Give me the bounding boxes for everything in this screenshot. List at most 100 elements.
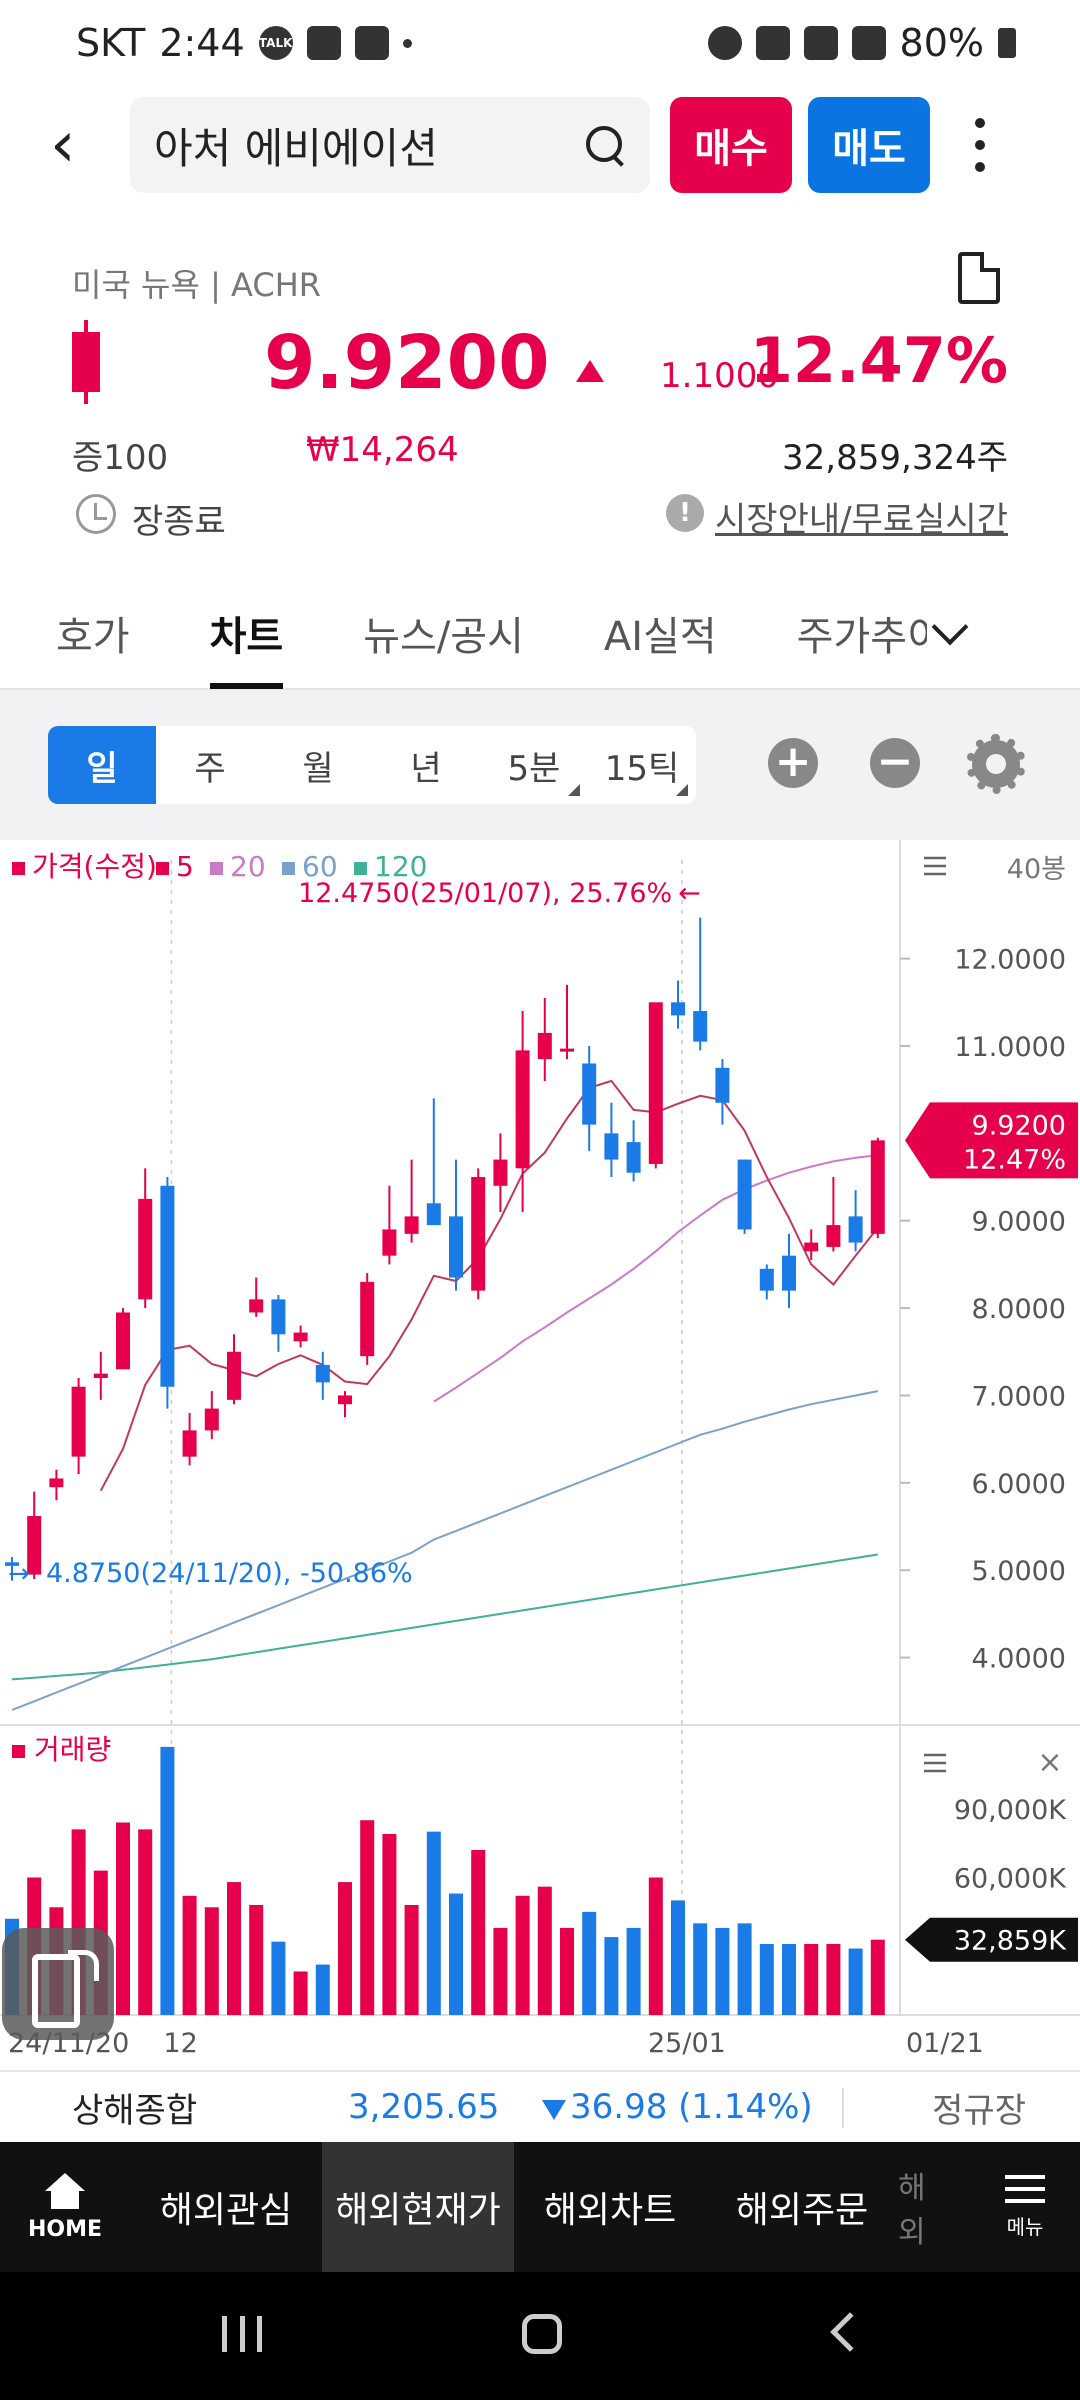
ma20-line: [433, 1154, 878, 1403]
legend-ma5-swatch: [156, 862, 169, 875]
current-volume-tag-value: 32,859K: [954, 1926, 1067, 1957]
period-weekly[interactable]: 주: [194, 748, 226, 789]
volume-bar: [271, 1941, 286, 2015]
candle-body: [560, 1048, 574, 1052]
up-arrow-icon: [576, 360, 604, 382]
volume-bar: [626, 1927, 641, 2015]
home-icon: [45, 2172, 85, 2209]
candle-body: [804, 1242, 819, 1252]
clock-time: 2:44: [159, 21, 245, 65]
nav-overseas-quote[interactable]: 해외현재가: [322, 2142, 514, 2272]
price-tick-label: 6.0000: [972, 1469, 1066, 1500]
candle-body: [404, 1216, 419, 1234]
trade-volume: 32,859,324주: [782, 438, 1008, 478]
tab-ai-earnings[interactable]: AI실적: [603, 614, 717, 660]
tab-news[interactable]: 뉴스/공시: [363, 614, 524, 660]
nav-overseas-watchlist[interactable]: 해외관심: [159, 2190, 293, 2231]
rotate-screen-button[interactable]: [2, 1928, 114, 2040]
nav-more-item[interactable]: 해외: [898, 2171, 926, 2250]
candle-body: [782, 1255, 796, 1291]
period-daily[interactable]: 일: [48, 726, 156, 804]
legend-ma120-swatch: [354, 862, 367, 875]
legend-ma120-label: 120: [374, 850, 427, 883]
margin-rate: 증100: [72, 438, 169, 478]
period-monthly[interactable]: 월: [302, 748, 334, 789]
index-change: 36.98 (1.14%): [570, 2087, 813, 2127]
buy-button[interactable]: 매수: [670, 97, 792, 193]
stock-search-input[interactable]: 아처 에비에이션: [130, 97, 650, 193]
index-ticker[interactable]: 상해종합 3,205.65 36.98 (1.14%) 정규장: [0, 2070, 1080, 2142]
price-tick-label: 5.0000: [972, 1556, 1066, 1587]
candle-icon: [72, 320, 100, 404]
carrier: SKT: [76, 21, 146, 65]
legend-ma20-label: 20: [230, 850, 266, 883]
candle-body: [870, 1140, 885, 1234]
recent-apps-icon[interactable]: [222, 2316, 262, 2352]
market-info-link[interactable]: 시장안내/무료실시간: [715, 500, 1008, 540]
tab-price-trend[interactable]: 주가추이: [796, 614, 927, 660]
mute-icon: [755, 26, 790, 60]
search-value: 아처 에비에이션: [154, 123, 438, 173]
chart-settings-icon[interactable]: [966, 734, 1026, 794]
low-arrow-icon: →: [8, 1559, 30, 1589]
candle-body: [49, 1478, 64, 1488]
index-value: 3,205.65: [348, 2087, 500, 2127]
ma60-line: [11, 1390, 878, 1711]
down-arrow-icon: [542, 2100, 566, 2120]
volume-bar: [693, 1923, 708, 2015]
candle-body: [71, 1386, 86, 1457]
volume-bar: [537, 1886, 552, 2015]
zoom-in-button[interactable]: +: [768, 738, 818, 788]
volume-bar: [227, 1882, 241, 2015]
stock-chart[interactable]: 12.0000 11.0000 9.0000 8.0000 7.0000 6.0000 5.…: [0, 840, 1080, 2065]
quote-panel: 미국 뉴욕 | ACHR 9.9200 1.1000 12.47% 증100 ₩…: [0, 240, 1080, 570]
volume-tick-label: 90,000K: [954, 1795, 1067, 1826]
sell-button[interactable]: 매도: [808, 97, 930, 193]
price-tick-label: 8.0000: [972, 1294, 1066, 1325]
candle-body: [515, 1050, 530, 1169]
volume-bar: [826, 1943, 841, 2015]
nav-overseas-chart[interactable]: 해외차트: [543, 2190, 677, 2231]
x-tick-label: 01/21: [906, 2028, 984, 2059]
zoom-out-button[interactable]: −: [870, 738, 920, 788]
period-15tick[interactable]: 15틱: [588, 726, 696, 804]
volume-legend-label: 거래량: [34, 1733, 111, 1766]
current-volume-tag: [905, 1917, 1078, 1962]
period-yearly[interactable]: 년: [410, 748, 442, 789]
period-selector: 일 주 월 년 5분 15틱: [48, 726, 696, 804]
legend-ma20-swatch: [210, 862, 223, 875]
period-5min[interactable]: 5분: [480, 726, 588, 804]
volume-bar: [804, 1943, 819, 2015]
price-krw: ₩14,264: [306, 430, 459, 470]
volume-bar: [182, 1895, 197, 2015]
nav-home[interactable]: HOME: [0, 2142, 130, 2272]
candle-body: [493, 1159, 508, 1186]
volume-bar: [471, 1850, 486, 2015]
candle-body: [93, 1373, 108, 1378]
more-menu-icon[interactable]: [950, 118, 1010, 172]
search-icon[interactable]: [584, 124, 626, 166]
candle-body: [338, 1395, 352, 1405]
nav-home-label: HOME: [27, 2216, 103, 2242]
chevron-down-icon[interactable]: [931, 608, 969, 646]
document-icon[interactable]: [958, 252, 1000, 304]
volume-legend-swatch: [12, 1745, 25, 1758]
x-tick-label: 12: [163, 2028, 197, 2059]
tab-chart[interactable]: 차트: [209, 577, 283, 689]
volume-bar: [382, 1833, 397, 2015]
candle-body: [648, 1002, 663, 1164]
nav-menu[interactable]: 메뉴: [980, 2142, 1070, 2272]
status-bar: SKT 2:44 TALK 80%: [0, 0, 1080, 86]
home-button-icon[interactable]: [522, 2314, 562, 2354]
info-icon: !: [666, 494, 704, 532]
nav-overseas-order[interactable]: 해외주문: [735, 2190, 869, 2231]
gallery-icon: [306, 26, 341, 60]
back-icon[interactable]: ‹: [50, 108, 76, 182]
chart-canvas[interactable]: 12.0000 11.0000 9.0000 8.0000 7.0000 6.0000 5.…: [0, 840, 1080, 2065]
kakaotalk-icon: TALK: [258, 26, 293, 60]
tab-orderbook[interactable]: 호가: [56, 614, 130, 660]
system-back-icon[interactable]: [830, 2312, 870, 2352]
candle-body: [249, 1299, 264, 1313]
volume-bar: [560, 1927, 574, 2015]
candle-body: [204, 1408, 219, 1431]
